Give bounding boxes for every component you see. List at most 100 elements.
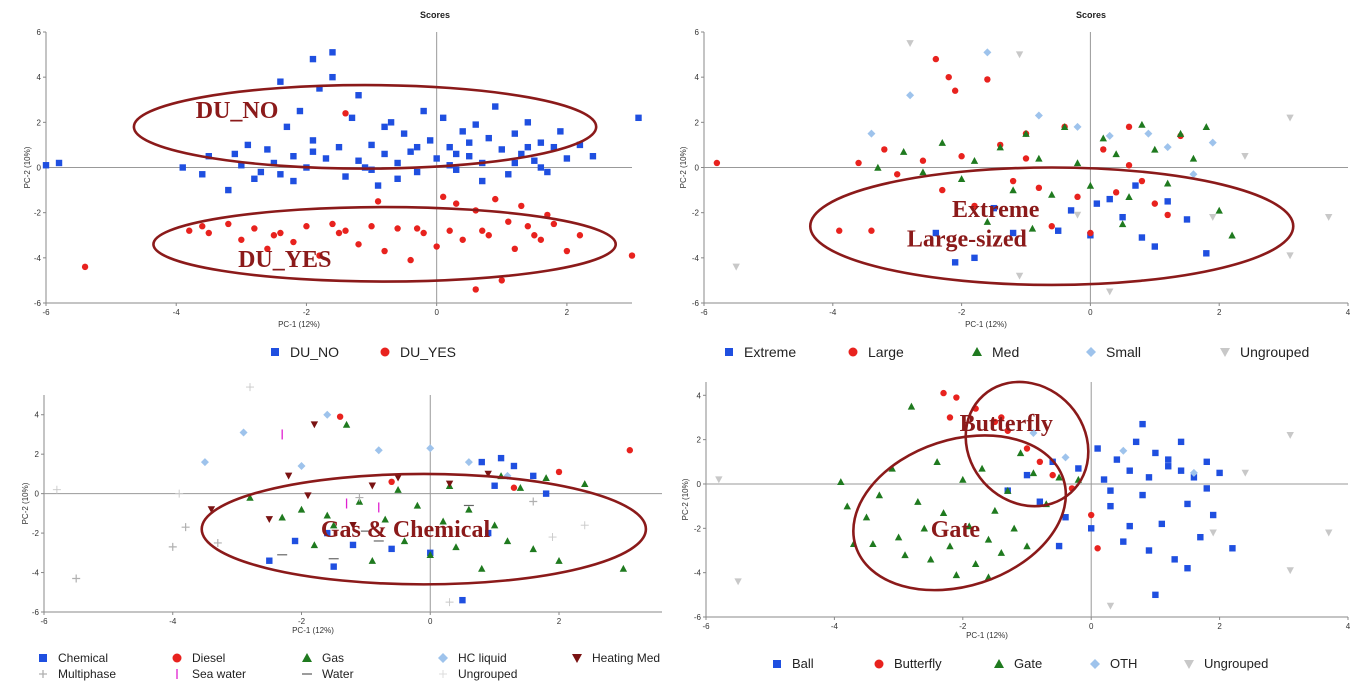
y-tick-label: 0 [697,480,702,489]
data-point [186,227,193,234]
series-du-yes [81,110,636,293]
data-point [342,420,351,428]
x-tick-label: -6 [42,308,50,317]
data-point [1107,502,1114,510]
legend-service: Chemical Diesel Gas HC liquid Heating Me… [0,645,670,695]
data-point [181,523,190,532]
data-point [1125,162,1133,169]
data-point [394,175,401,182]
y-tick-label: -2 [692,209,700,218]
data-point [1036,458,1044,466]
data-point [732,263,740,271]
x-tick-label: -4 [173,308,181,317]
data-point [498,146,505,153]
data-point [335,143,343,151]
data-point [310,421,319,429]
data-point [971,560,980,567]
data-point [529,497,538,506]
data-point [542,474,550,482]
data-point [919,157,927,164]
red-circle-icon [846,345,860,359]
series-ungrouped [715,432,1333,610]
legend-label: Gas [322,651,345,665]
x-tick-label: -4 [829,308,837,317]
data-point [1286,252,1294,260]
data-point [511,130,518,137]
data-point [628,252,636,259]
data-point [374,198,382,205]
data-point [933,458,941,466]
legend-label: OTH [1110,656,1138,671]
data-point [453,166,460,173]
data-point [297,462,306,471]
y-axis-label: PC-2 (10%) [21,482,30,524]
data-point [516,484,525,491]
data-point [433,155,440,162]
data-point [1189,170,1198,179]
data-point [1189,154,1198,162]
data-point [291,537,299,545]
data-point [1009,229,1017,237]
data-point [52,485,61,494]
data-point [953,394,960,401]
annotation-ellipse [200,472,648,586]
data-point [309,55,317,63]
data-point [381,123,388,131]
data-point [388,478,395,485]
data-point [277,78,284,85]
data-point [459,236,466,243]
data-point [329,73,336,81]
data-point [55,159,63,167]
data-point [734,578,742,586]
data-point [938,138,946,146]
data-point [531,232,538,239]
data-point [283,123,291,131]
data-point [381,515,389,523]
x-tick-label: -6 [700,308,708,317]
data-point [72,574,81,583]
scatter-plot-service: -6 -4 -2 0 2 -6 -4 -2 0 2 4 PC-1 (12%) PC-2 (10%) Gas… [21,383,662,635]
data-point [349,522,357,529]
data-point [855,159,862,167]
scatter-plot-du: -6 -4 -2 0 2 -6 -4 -2 0 2 4 6 PC-1 (12%) PC-2 (10%) DU… [23,28,642,329]
data-point [1177,467,1185,474]
data-point [207,506,216,514]
series-du-no [42,49,642,194]
data-point [277,229,284,237]
data-point [478,564,486,572]
data-point [335,229,343,237]
data-point [42,162,50,169]
data-point [946,414,954,421]
data-point [548,533,557,542]
data-point [894,171,901,178]
y-tick-label: -6 [694,613,702,622]
data-point [1132,182,1139,189]
data-point [1107,487,1114,494]
data-point [394,225,401,232]
chart-title: Scores [419,10,451,20]
x-axis-label: PC-1 (12%) [292,626,334,635]
data-point [1022,129,1030,137]
legend-label: Sea water [192,667,247,681]
data-point [984,76,991,83]
legend-item-multiphase: Multiphase [36,667,116,681]
data-point [984,535,993,543]
data-point [290,153,297,160]
data-point [200,458,209,467]
data-point [1183,216,1191,223]
data-point [1228,231,1236,239]
data-point [400,130,408,137]
data-point [303,223,310,230]
data-point [971,202,978,210]
data-point [589,153,597,160]
data-point [168,542,177,551]
data-point [257,168,265,176]
data-point [1286,567,1294,575]
data-point [958,153,965,160]
data-point [329,220,336,228]
data-point [439,517,447,525]
legend-item-hc-liquid: HC liquid [436,651,507,665]
data-point [387,119,395,126]
grey-plus-icon [36,667,50,681]
data-point [511,245,518,252]
